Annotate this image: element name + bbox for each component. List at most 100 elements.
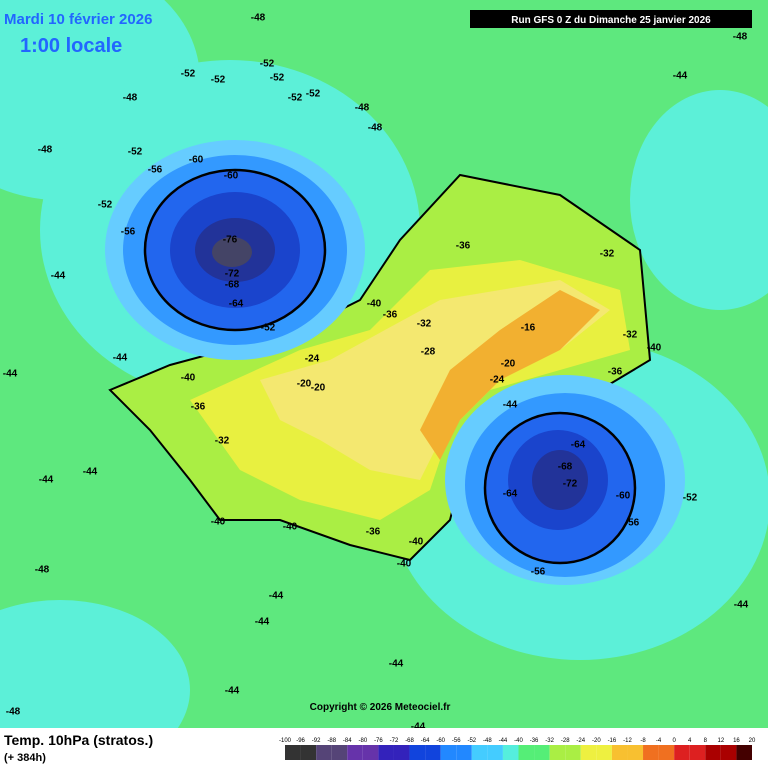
colorbar-swatch — [658, 745, 675, 760]
contour-label: -44 — [255, 617, 270, 628]
contour-label: -36 — [366, 527, 381, 538]
contour-label: -44 — [3, 369, 18, 380]
contour-label: -52 — [306, 89, 321, 100]
colorbar-swatch — [674, 745, 690, 760]
contour-label: -44 — [411, 722, 426, 733]
contour-label: -56 — [625, 518, 640, 529]
colorbar-swatch — [378, 745, 394, 760]
contour-label: -52 — [260, 59, 275, 70]
contour-label: -36 — [608, 367, 623, 378]
footer-title: Temp. 10hPa (stratos.) — [4, 732, 153, 748]
contour-label: -36 — [456, 241, 471, 252]
contour-label: -52 — [261, 323, 276, 334]
colorbar-tick-label: -12 — [623, 738, 632, 744]
contour-label: -44 — [503, 400, 518, 411]
colorbar-tick-label: 0 — [672, 738, 676, 744]
contour-label: -44 — [51, 271, 66, 282]
colorbar-swatch — [285, 745, 301, 760]
colorbar-tick-label: -88 — [327, 738, 336, 744]
colorbar-swatch — [596, 745, 612, 760]
contour-label: -40 — [397, 559, 412, 570]
colorbar-swatch — [643, 745, 659, 760]
contour-label: -24 — [490, 375, 505, 386]
contour-label: -40 — [647, 343, 662, 354]
colorbar-swatch — [409, 745, 426, 760]
colorbar-swatch — [362, 745, 379, 760]
colorbar-tick-label: -48 — [483, 738, 492, 744]
run-banner — [470, 10, 752, 28]
contour-label: -76 — [223, 235, 238, 246]
colorbar-swatch — [487, 745, 503, 760]
colorbar-tick-label: 20 — [749, 738, 756, 744]
contour-label: -44 — [269, 591, 284, 602]
colorbar: -100 -96 -92 -88 -84 -80 -76 -72 -68 -64 -60 -56 -52… — [279, 738, 756, 760]
colorbar-tick-label: -96 — [296, 738, 305, 744]
colorbar-swatch — [331, 745, 348, 760]
contour-label: -48 — [355, 103, 370, 114]
contour-label: -56 — [121, 227, 136, 238]
contour-label: -72 — [563, 479, 578, 490]
colorbar-tick-label: -4 — [656, 738, 662, 744]
contour-label: -36 — [191, 402, 206, 413]
copyright: Copyright © 2026 Meteociel.fr — [310, 702, 451, 713]
contour-label: -56 — [148, 165, 163, 176]
contour-label: -44 — [734, 600, 749, 611]
contour-label: -40 — [367, 299, 382, 310]
colorbar-swatch — [456, 745, 472, 760]
contour-label: -44 — [113, 353, 128, 364]
contour-label: -32 — [623, 330, 638, 341]
contour-label: -36 — [383, 310, 398, 321]
contour-label: -52 — [288, 93, 303, 104]
contour-label: -48 — [251, 13, 266, 24]
contour-label: -16 — [521, 323, 536, 334]
colorbar-swatch — [705, 745, 721, 760]
colorbar-tick-label: -100 — [279, 738, 292, 744]
contour-label: -32 — [215, 436, 230, 447]
colorbar-swatch — [316, 745, 332, 760]
colorbar-swatch — [720, 745, 737, 760]
colorbar-tick-label: 12 — [718, 738, 725, 744]
colorbar-swatch — [689, 745, 706, 760]
footer-lead: (+ 384h) — [4, 752, 46, 764]
colorbar-swatch — [549, 745, 566, 760]
colorbar-tick-label: -28 — [561, 738, 570, 744]
contour-label: -44 — [83, 467, 98, 478]
colorbar-tick-label: -24 — [576, 738, 585, 744]
contour-label: -60 — [189, 155, 204, 166]
contour-label: -48 — [123, 93, 138, 104]
colorbar-tick-label: -32 — [545, 738, 554, 744]
colorbar-tick-label: -36 — [530, 738, 539, 744]
valid-date: Mardi 10 février 2026 — [4, 11, 152, 28]
colorbar-tick-label: -64 — [421, 738, 430, 744]
colorbar-swatch — [347, 745, 363, 760]
colorbar-tick-label: -40 — [514, 738, 523, 744]
contour-label: -48 — [733, 32, 748, 43]
colorbar-tick-label: -68 — [405, 738, 414, 744]
colorbar-tick-label: -20 — [592, 738, 601, 744]
colorbar-swatch — [580, 745, 597, 760]
contour-label: -60 — [224, 171, 239, 182]
colorbar-tick-label: -76 — [374, 738, 383, 744]
contour-label: -40 — [181, 373, 196, 384]
colorbar-tick-label: -72 — [390, 738, 399, 744]
colorbar-swatch — [736, 745, 752, 760]
contour-labels: -48-52-52-52-52-52 -52-48-48-48-52-56-60-… — [3, 13, 749, 733]
colorbar-swatch — [565, 745, 581, 760]
contour-label: -52 — [128, 147, 143, 158]
contour-label: -44 — [673, 71, 688, 82]
colorbar-swatch — [611, 745, 628, 760]
colorbar-swatch — [300, 745, 317, 760]
contour-label: -52 — [181, 69, 196, 80]
colorbar-swatch — [425, 745, 441, 760]
colorbar-swatch — [534, 745, 550, 760]
contour-label: -40 — [409, 537, 424, 548]
contour-label: -48 — [6, 707, 21, 718]
colorbar-swatch — [393, 745, 410, 760]
contour-label: -28 — [421, 347, 436, 358]
colorbar-swatch — [627, 745, 644, 760]
contour-label: -48 — [38, 145, 53, 156]
contour-label: -20 — [501, 359, 516, 370]
contour-label: -20 — [311, 383, 326, 394]
